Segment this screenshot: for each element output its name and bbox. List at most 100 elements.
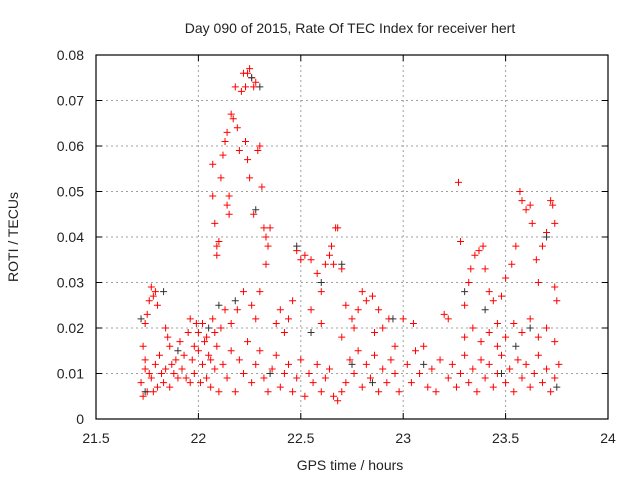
data-point-red <box>407 379 415 387</box>
data-point-black <box>307 329 315 337</box>
data-point-red <box>213 242 221 250</box>
data-point-red <box>518 374 526 382</box>
data-point-red <box>198 319 206 327</box>
data-point-red <box>205 351 213 359</box>
data-point-red <box>307 306 315 314</box>
data-point-black <box>256 83 264 91</box>
data-point-black <box>420 360 428 368</box>
data-point-black <box>338 260 346 268</box>
data-point-red <box>481 374 489 382</box>
data-point-black <box>266 370 274 377</box>
data-point-red <box>250 210 258 218</box>
data-point-red <box>244 69 252 77</box>
data-point-red <box>153 383 161 391</box>
data-point-red <box>276 383 284 391</box>
data-point-red <box>147 374 155 382</box>
data-point-red <box>285 360 293 368</box>
data-point-red <box>166 383 174 391</box>
data-point-red <box>215 388 223 396</box>
data-point-red <box>420 342 428 350</box>
data-point-red <box>162 365 170 373</box>
data-point-red <box>219 360 227 368</box>
data-point-red <box>547 388 555 396</box>
data-point-red <box>280 329 288 337</box>
data-point-red <box>522 206 530 214</box>
data-point-red <box>549 201 557 209</box>
data-point-red <box>266 224 274 232</box>
data-point-red <box>313 360 321 368</box>
data-point-red <box>354 347 362 355</box>
data-point-red <box>227 347 235 355</box>
data-point-red <box>137 379 145 387</box>
data-point-red <box>246 174 254 182</box>
data-point-red <box>416 370 424 377</box>
data-point-red <box>432 388 440 396</box>
data-point-red <box>555 360 563 368</box>
data-point-red <box>143 310 151 318</box>
data-point-red <box>297 256 305 264</box>
data-point-red <box>391 370 399 377</box>
data-point-red <box>479 242 487 250</box>
data-point-red <box>528 219 536 227</box>
data-point-black <box>368 379 376 387</box>
data-point-red <box>285 315 293 323</box>
data-point-red <box>350 324 358 332</box>
data-point-red <box>233 306 241 314</box>
data-point-red <box>244 338 252 346</box>
data-point-black <box>205 324 213 332</box>
data-point-black <box>137 315 145 323</box>
data-point-red <box>383 379 391 387</box>
data-point-red <box>325 251 333 259</box>
data-point-red <box>371 351 379 359</box>
data-point-red <box>469 324 477 332</box>
data-point-red <box>375 388 383 396</box>
data-point-red <box>252 315 260 323</box>
data-point-red <box>254 147 262 155</box>
data-point-red <box>342 301 350 309</box>
data-point-red <box>457 370 465 377</box>
data-point-red <box>289 297 297 305</box>
data-point-red <box>551 283 559 291</box>
data-point-red <box>227 319 235 327</box>
data-point-red <box>444 374 452 382</box>
data-point-black <box>348 360 356 368</box>
x-tick-label: 23 <box>395 430 411 446</box>
data-point-red <box>475 247 483 255</box>
data-point-red <box>203 374 211 382</box>
data-point-red <box>338 388 346 396</box>
data-point-red <box>155 351 163 359</box>
data-point-red <box>217 324 225 332</box>
data-point-red <box>543 324 551 332</box>
data-point-red <box>354 306 362 314</box>
data-point-red <box>301 251 309 259</box>
data-point-red <box>211 365 219 373</box>
data-point-red <box>276 306 284 314</box>
data-point-red <box>358 383 366 391</box>
data-point-black <box>389 315 397 323</box>
data-point-red <box>198 360 206 368</box>
data-point-red <box>190 370 198 377</box>
data-point-red <box>239 370 247 377</box>
data-point-black <box>252 206 260 214</box>
data-point-red <box>184 329 192 337</box>
data-point-red <box>272 351 280 359</box>
data-point-red <box>237 87 245 95</box>
data-point-red <box>256 288 264 296</box>
data-point-red <box>293 374 301 382</box>
data-point-red <box>153 301 161 309</box>
data-point-red <box>502 333 510 341</box>
data-point-red <box>186 315 194 323</box>
data-point-red <box>444 315 452 323</box>
data-point-red <box>190 342 198 350</box>
data-point-red <box>457 238 465 246</box>
data-point-red <box>201 338 209 346</box>
data-point-red <box>192 319 200 327</box>
data-point-red <box>211 329 219 337</box>
data-point-red <box>543 365 551 373</box>
data-point-red <box>534 279 542 286</box>
data-point-red <box>219 151 227 159</box>
data-point-red <box>307 256 315 264</box>
data-point-red <box>452 383 460 391</box>
data-point-red <box>342 379 350 387</box>
data-point-red <box>149 388 157 396</box>
